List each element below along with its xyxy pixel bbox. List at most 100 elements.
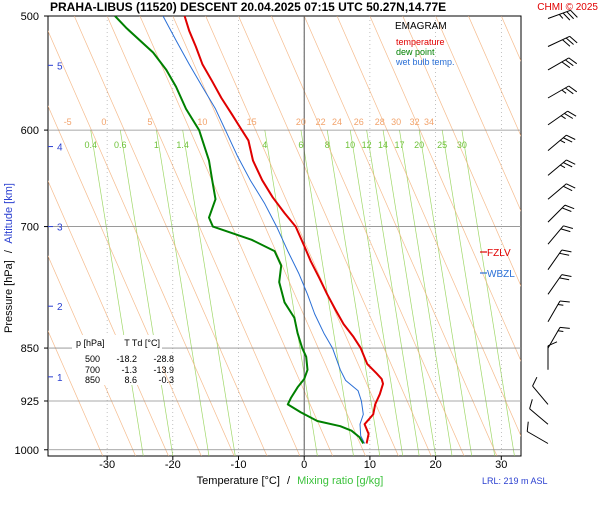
table-cell: -13.9 <box>153 365 174 375</box>
mixing-ratio-label: 14 <box>378 140 388 150</box>
temperature-tick-label: -10 <box>231 459 247 471</box>
pressure-tick-label: 850 <box>21 343 39 355</box>
moist-adiabat-label: 24 <box>332 117 342 127</box>
wind-barb-staff <box>533 386 548 404</box>
dry-adiabat-label: -5 <box>64 117 72 127</box>
wind-barb-feather <box>566 157 575 166</box>
wind-barb <box>548 56 577 78</box>
pressure-tick-label: 500 <box>21 11 39 23</box>
table-cell: -0.3 <box>158 375 174 385</box>
fzlv-label: FZLV <box>487 248 511 259</box>
wind-barb <box>548 84 577 106</box>
wind-barb-feather <box>548 342 557 346</box>
moist-adiabat-label: 30 <box>391 117 401 127</box>
wind-barb-feather <box>570 35 577 45</box>
dry-adiabat-label: 10 <box>197 117 207 127</box>
plot-background <box>48 16 521 456</box>
table-cell: 700 <box>85 365 100 375</box>
wind-barb-feather <box>527 399 536 408</box>
xlabel-mixing-ratio: Mixing ratio [g/kg] <box>297 475 383 487</box>
moist-adiabat-label: 28 <box>375 117 385 127</box>
altitude-tick-label: 1 <box>57 373 63 384</box>
moist-adiabat-label: 32 <box>410 117 420 127</box>
xlabel-temperature: Temperature [°C] <box>197 475 280 487</box>
table-header-t: T <box>124 338 130 348</box>
mixing-ratio-label: 10 <box>345 140 355 150</box>
mixing-ratio-label: 4 <box>262 140 267 150</box>
copyright: CHMI © 2025 <box>537 2 598 13</box>
table-cell: -1.3 <box>121 365 137 375</box>
temperature-tick-label: 10 <box>364 459 376 471</box>
wind-barb-feather <box>566 181 575 190</box>
wind-barb-half-feather <box>559 14 563 19</box>
temperature-tick-label: -30 <box>99 459 115 471</box>
wind-barb-feather <box>566 133 575 142</box>
wind-barb <box>548 271 571 299</box>
table-header-p: p [hPa] <box>76 338 105 348</box>
ylabel-separator: / <box>3 249 15 253</box>
x-axis-title: Temperature [°C] / Mixing ratio [g/kg] <box>197 475 384 487</box>
temperature-tick-label: 20 <box>429 459 441 471</box>
wind-barb <box>524 422 553 444</box>
moist-adiabat-label: 20 <box>296 117 306 127</box>
moist-adiabat-label: 34 <box>424 117 434 127</box>
pressure-tick-label: 600 <box>21 125 39 137</box>
wind-barb-staff <box>527 432 548 444</box>
ylabel-pressure: Pressure [hPa] <box>3 260 15 333</box>
wind-barb-feather <box>560 298 570 306</box>
legend-item-wet-bulb: wet bulb temp. <box>395 57 455 67</box>
dry-adiabat-label: 15 <box>247 117 257 127</box>
mixing-ratio-label: 1.4 <box>176 140 189 150</box>
level-table: p [hPa] T Td [°C] 500 -18.2 -28.8 700 -1… <box>72 335 174 385</box>
legend-title: EMAGRAM <box>395 21 447 32</box>
wind-barb-feather <box>560 324 570 332</box>
xlabel-separator: / <box>287 475 291 487</box>
wind-barb <box>527 399 554 424</box>
table-cell: 8.6 <box>124 375 137 385</box>
table-cell: -28.8 <box>153 354 174 364</box>
wind-barb-feather <box>565 202 574 211</box>
mixing-ratio-label: 12 <box>362 140 372 150</box>
mixing-ratio-label: 17 <box>394 140 404 150</box>
mixing-ratio-label: 25 <box>437 140 447 150</box>
table-cell: 850 <box>85 375 100 385</box>
wind-barb <box>548 133 575 158</box>
mixing-ratio-label: 0.6 <box>114 140 127 150</box>
temperature-tick-label: -20 <box>165 459 181 471</box>
wind-barb-feather <box>569 56 577 66</box>
dry-adiabat-label: 0 <box>101 117 106 127</box>
wind-barb <box>548 109 576 132</box>
wind-barb <box>548 157 575 182</box>
legend-item-temperature: temperature <box>396 37 445 47</box>
wind-barb <box>548 35 577 55</box>
dry-adiabat-line <box>567 16 600 456</box>
moist-adiabat-label: 26 <box>354 117 364 127</box>
svg-text:Pressure [hPa] / A: Pressure [hPa] / Altitude [km] <box>3 183 15 333</box>
ylabel-altitude: Altitude [km] <box>3 183 15 244</box>
wind-barb <box>530 377 555 404</box>
wind-barb-staff <box>530 409 548 424</box>
altitude-tick-label: 3 <box>57 223 63 234</box>
altitude-tick-label: 2 <box>57 302 63 313</box>
mixing-ratio-label: 0.4 <box>84 140 97 150</box>
altitude-tick-label: 4 <box>57 143 63 154</box>
wind-barb-feather <box>524 422 532 432</box>
mixing-ratio-label: 30 <box>457 140 467 150</box>
wind-barb <box>548 181 575 206</box>
wind-barb-feather <box>569 84 577 94</box>
y-axis-title: Pressure [hPa] / Altitude [km] <box>3 183 15 333</box>
table-header-td: Td [°C] <box>132 338 160 348</box>
pressure-tick-label: 1000 <box>15 445 39 457</box>
dry-adiabat-label: 5 <box>147 117 152 127</box>
moist-adiabat-label: 22 <box>316 117 326 127</box>
wind-barb <box>548 298 570 327</box>
mixing-ratio-label: 20 <box>414 140 424 150</box>
wind-barb <box>548 324 570 353</box>
wind-barb <box>548 202 574 228</box>
mixing-ratio-label: 1 <box>154 140 159 150</box>
table-cell: 500 <box>85 354 100 364</box>
pressure-tick-label: 925 <box>21 396 39 408</box>
lrl-label: LRL: 219 m ASL <box>482 476 548 486</box>
